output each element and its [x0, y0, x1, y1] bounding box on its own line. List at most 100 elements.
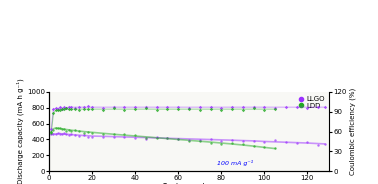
- Point: [61, 128, 67, 131]
- Point: [85, 130, 91, 133]
- Point: [61, 131, 67, 134]
- Point: [72, 108, 78, 111]
- Point: [132, 137, 138, 139]
- Point: [261, 106, 267, 109]
- Point: [57, 127, 63, 130]
- Point: [208, 108, 214, 111]
- Point: [100, 135, 106, 138]
- Point: [164, 137, 170, 140]
- Point: [53, 106, 59, 109]
- Y-axis label: Coulombic efficiency (%): Coulombic efficiency (%): [349, 88, 356, 175]
- Point: [59, 128, 65, 130]
- Point: [53, 126, 59, 129]
- Point: [315, 143, 321, 146]
- Point: [55, 107, 61, 110]
- Point: [61, 106, 67, 109]
- Point: [59, 108, 65, 111]
- Point: [132, 107, 138, 110]
- Point: [48, 132, 54, 135]
- Point: [186, 108, 192, 111]
- Point: [164, 108, 170, 111]
- Point: [121, 135, 127, 138]
- Point: [57, 132, 63, 135]
- Point: [50, 128, 56, 131]
- Point: [59, 133, 65, 136]
- Point: [322, 105, 328, 108]
- Point: [197, 138, 203, 141]
- Point: [121, 108, 127, 111]
- Point: [197, 109, 203, 112]
- Point: [65, 133, 71, 136]
- Point: [76, 106, 82, 109]
- Point: [53, 109, 59, 112]
- Point: [81, 134, 87, 137]
- Point: [186, 139, 192, 142]
- Point: [261, 140, 267, 143]
- Point: [143, 137, 149, 140]
- Point: [61, 108, 67, 111]
- Point: [143, 106, 149, 109]
- Point: [111, 106, 117, 109]
- Point: [261, 145, 267, 148]
- Legend: LLGO, LDD: LLGO, LDD: [296, 95, 325, 109]
- Point: [132, 134, 138, 137]
- Point: [197, 106, 203, 109]
- Point: [272, 147, 278, 150]
- Point: [315, 106, 321, 109]
- Point: [85, 136, 91, 139]
- Point: [272, 106, 278, 109]
- Point: [218, 142, 224, 145]
- Point: [48, 132, 54, 135]
- Point: [100, 108, 106, 111]
- Point: [64, 132, 70, 135]
- Point: [197, 140, 203, 143]
- Point: [272, 108, 278, 111]
- Point: [143, 107, 149, 109]
- Point: [55, 126, 61, 129]
- Point: [164, 106, 170, 109]
- Point: [76, 108, 82, 111]
- Point: [175, 137, 181, 140]
- Point: [111, 136, 117, 139]
- Point: [132, 105, 138, 108]
- Point: [229, 107, 235, 110]
- Point: [304, 106, 310, 109]
- Point: [121, 133, 127, 136]
- Point: [283, 106, 289, 109]
- Point: [304, 141, 310, 144]
- Point: [294, 106, 300, 109]
- Point: [154, 108, 160, 111]
- Point: [143, 136, 149, 139]
- Point: [240, 142, 246, 145]
- Point: [218, 107, 224, 109]
- Point: [283, 141, 289, 144]
- Point: [261, 108, 267, 111]
- Point: [81, 132, 87, 135]
- Point: [85, 107, 91, 110]
- Point: [89, 106, 95, 109]
- Point: [72, 107, 78, 110]
- Point: [89, 131, 95, 134]
- Point: [50, 112, 56, 114]
- Point: [175, 137, 181, 140]
- Point: [48, 127, 54, 130]
- Y-axis label: Discharge capacity (mA h g⁻¹): Discharge capacity (mA h g⁻¹): [17, 79, 24, 184]
- Point: [272, 139, 278, 142]
- Point: [240, 108, 246, 111]
- Point: [65, 106, 71, 109]
- Point: [208, 106, 214, 109]
- Point: [55, 131, 61, 134]
- Point: [50, 132, 56, 135]
- Point: [186, 106, 192, 109]
- Point: [240, 106, 246, 109]
- Point: [72, 134, 78, 137]
- Point: [57, 106, 63, 109]
- Point: [208, 138, 214, 141]
- Point: [229, 138, 235, 141]
- Point: [81, 105, 87, 108]
- Point: [240, 140, 246, 143]
- Point: [64, 106, 70, 109]
- Point: [64, 129, 70, 132]
- Point: [57, 109, 63, 112]
- Point: [81, 107, 87, 110]
